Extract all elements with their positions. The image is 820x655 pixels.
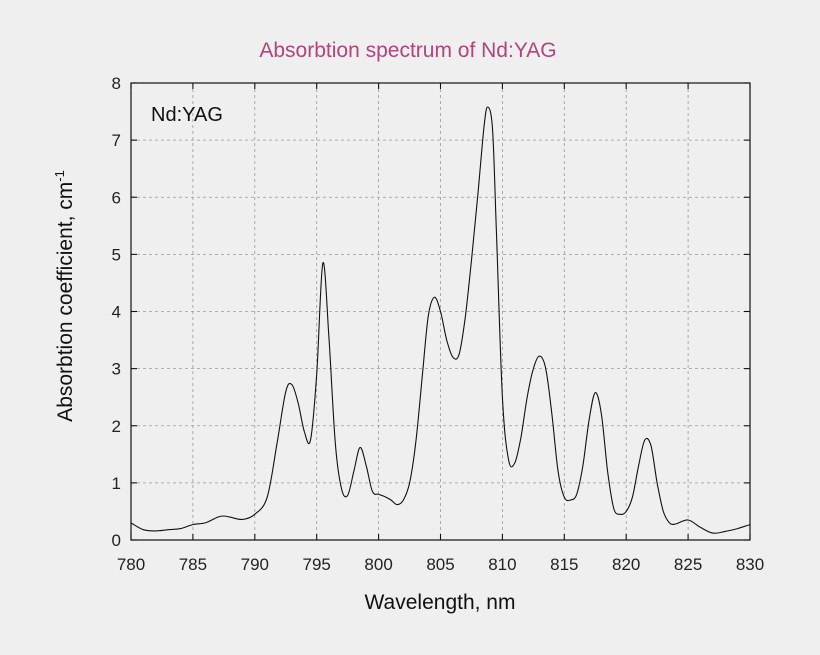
y-axis-label: Absorbtion coefficient, cm-1 — [52, 170, 77, 422]
grid — [131, 83, 750, 540]
y-tick-labels: 0 1 2 3 4 5 6 7 8 — [112, 74, 121, 550]
y-tick-label: 6 — [112, 188, 121, 207]
annotation-label: Nd:YAG — [151, 104, 223, 126]
y-tick-label: 5 — [112, 245, 121, 264]
x-axis-label: Wavelength, nm — [365, 591, 516, 614]
y-tick-label: 1 — [112, 474, 121, 493]
y-tick-label: 4 — [112, 303, 121, 322]
x-tick-label: 785 — [179, 555, 207, 574]
x-tick-label: 800 — [364, 555, 392, 574]
y-tick-label: 2 — [112, 417, 121, 436]
x-tick-labels: 780 785 790 795 800 805 810 815 820 825 830 — [117, 555, 764, 574]
x-tick-label: 825 — [674, 555, 702, 574]
x-tick-label: 820 — [612, 555, 640, 574]
x-tick-label: 815 — [550, 555, 578, 574]
y-axis-label-superscript: -1 — [52, 170, 67, 182]
x-tick-label: 830 — [736, 555, 764, 574]
x-tick-label: 795 — [303, 555, 331, 574]
axis-ticks — [130, 82, 751, 541]
y-tick-label: 8 — [112, 74, 121, 93]
x-tick-label: 780 — [117, 555, 145, 574]
x-tick-label: 790 — [241, 555, 269, 574]
x-tick-label: 805 — [426, 555, 454, 574]
y-axis-label-main: Absorbtion coefficient, cm — [54, 182, 77, 422]
y-tick-label: 0 — [112, 531, 121, 550]
y-tick-label: 3 — [112, 360, 121, 379]
series-line-nd-yag — [130, 106, 751, 534]
y-tick-label: 7 — [112, 131, 121, 150]
chart-title: Absorbtion spectrum of Nd:YAG — [259, 39, 556, 62]
x-tick-label: 810 — [488, 555, 516, 574]
